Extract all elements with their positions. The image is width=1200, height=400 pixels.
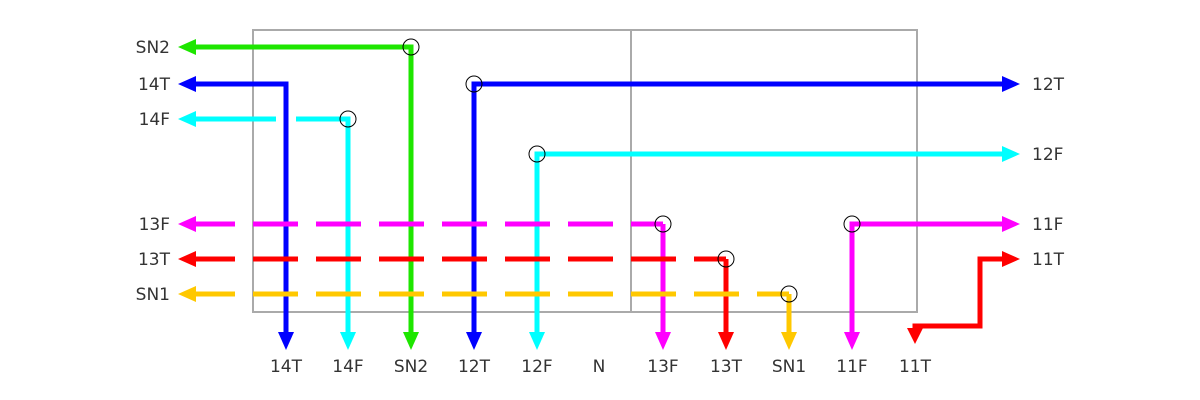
left-labels: SN2 14T 14F 13F 13T SN1 xyxy=(136,38,171,305)
bottom-label: 14F xyxy=(332,357,363,377)
right-label: 11T xyxy=(1032,250,1065,270)
bottom-label: 12F xyxy=(521,357,552,377)
bottom-label: 13F xyxy=(647,357,678,377)
left-label: SN1 xyxy=(136,285,170,305)
wires xyxy=(178,39,1020,350)
frame xyxy=(252,29,918,313)
right-label: 12T xyxy=(1032,75,1065,95)
left-label: 13F xyxy=(139,215,170,235)
bottom-label: 11F xyxy=(836,357,867,377)
bottom-label: 12T xyxy=(458,357,491,377)
left-label: 14F xyxy=(139,110,170,130)
bottom-labels: 14T 14F SN2 12T 12F N 13F 13T SN1 11F 11… xyxy=(270,357,932,377)
right-label: 12F xyxy=(1032,145,1063,165)
left-label: SN2 xyxy=(136,38,170,58)
bottom-label: N xyxy=(593,357,606,377)
left-label: 13T xyxy=(138,250,171,270)
bottom-label: SN1 xyxy=(772,357,806,377)
bottom-label: SN2 xyxy=(394,357,428,377)
bottom-label: 14T xyxy=(270,357,303,377)
bottom-label: 11T xyxy=(899,357,932,377)
right-labels: 12T 12F 11F 11T xyxy=(1032,75,1065,270)
left-label: 14T xyxy=(138,75,171,95)
right-label: 11F xyxy=(1032,215,1063,235)
bottom-label: 13T xyxy=(710,357,743,377)
junctions xyxy=(339,38,861,303)
